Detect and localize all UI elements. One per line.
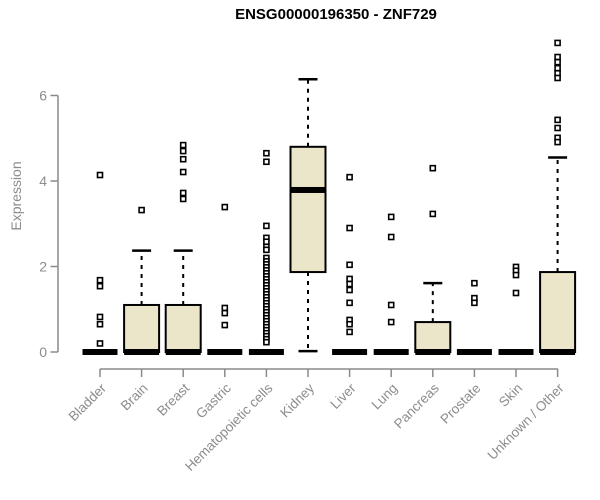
y-tick-label: 4 <box>39 173 47 189</box>
median-line <box>456 349 492 355</box>
x-tick-label: Breast <box>154 380 192 418</box>
outlier-point <box>387 213 395 221</box>
box-prostate <box>456 279 492 355</box>
outlier-point <box>346 280 353 288</box>
median-line <box>124 349 160 355</box>
x-tick-label: Liver <box>327 380 359 412</box>
outlier-point <box>346 275 353 283</box>
box-hematopoietic-cells <box>248 149 284 355</box>
box-brain <box>123 206 161 355</box>
outlier-point <box>554 39 561 47</box>
outlier-point <box>471 299 478 307</box>
outlier-point <box>346 328 353 336</box>
outlier-point <box>387 233 395 241</box>
outlier-point <box>96 340 104 347</box>
outlier-point <box>221 321 229 329</box>
median-line <box>82 349 118 355</box>
outlier-point <box>346 299 353 307</box>
y-axis: 0 2 4 6 <box>39 88 59 360</box>
box-kidney <box>289 78 327 353</box>
x-tick-label: Gastric <box>193 380 234 421</box>
outlier-point <box>221 203 229 211</box>
outlier-point <box>221 309 229 317</box>
outlier-point <box>96 313 104 321</box>
outlier-point <box>471 279 478 287</box>
outlier-point <box>263 222 270 230</box>
median-line <box>165 349 201 355</box>
x-tick-label: Skin <box>496 381 525 410</box>
iqr-box <box>289 145 327 274</box>
outlier-point <box>138 206 145 214</box>
iqr-box <box>539 271 577 353</box>
outlier-point <box>554 116 561 124</box>
median-line <box>415 349 451 355</box>
median-line <box>373 349 409 355</box>
outlier-point <box>429 164 437 172</box>
box-gastric <box>207 203 243 355</box>
outlier-point <box>96 171 104 179</box>
x-tick-label: Pancreas <box>391 380 442 431</box>
outlier-point <box>387 318 395 326</box>
x-tick-label: Unknown / Other <box>484 380 567 463</box>
box-unknown-other <box>539 39 577 355</box>
outlier-point <box>179 195 187 203</box>
iqr-box <box>123 303 161 354</box>
outlier-point <box>179 189 187 197</box>
outlier-point <box>263 149 270 157</box>
y-tick-label: 2 <box>39 259 47 275</box>
outlier-point <box>346 224 353 232</box>
outlier-point <box>96 276 104 284</box>
box-skin <box>498 263 534 355</box>
outlier-point <box>263 158 270 166</box>
outlier-point <box>96 282 104 290</box>
outlier-point <box>263 238 270 246</box>
median-line <box>498 349 534 355</box>
outlier-point <box>429 210 437 218</box>
outlier-point <box>179 155 187 163</box>
outlier-point <box>554 74 561 82</box>
box-liver <box>332 173 368 355</box>
box-breast <box>164 141 202 355</box>
iqr-box <box>414 321 452 354</box>
outlier-point <box>96 320 104 328</box>
box-bladder <box>82 171 118 355</box>
median-line <box>540 349 576 355</box>
outlier-point <box>221 304 229 312</box>
outlier-point <box>554 64 561 72</box>
x-tick-label: Prostate <box>437 381 483 427</box>
iqr-box <box>164 303 202 354</box>
x-tick-label: Brain <box>118 381 151 414</box>
outlier-point <box>554 58 561 66</box>
outlier-point <box>179 168 187 176</box>
x-tick-label: Kidney <box>277 380 317 420</box>
outlier-point <box>346 261 353 269</box>
outlier-point <box>554 124 561 132</box>
outlier-point <box>387 301 395 309</box>
median-line <box>248 349 284 355</box>
y-tick-label: 0 <box>39 344 47 360</box>
median-line <box>290 186 326 193</box>
outlier-point <box>263 338 270 346</box>
outlier-point <box>346 286 353 294</box>
x-tick-label: Lung <box>368 381 400 413</box>
median-line <box>332 349 368 355</box>
outlier-point <box>346 173 353 181</box>
chart-title: ENSG00000196350 - ZNF729 <box>235 6 437 23</box>
outlier-point <box>346 320 353 328</box>
x-tick-label: Bladder <box>66 380 110 424</box>
outlier-point <box>263 246 270 254</box>
outlier-point <box>179 147 187 155</box>
outlier-point <box>554 138 561 146</box>
median-line <box>207 349 243 355</box>
outlier-point <box>512 289 520 297</box>
outlier-point <box>179 141 187 149</box>
outlier-point <box>554 53 561 61</box>
box-lung <box>373 213 409 355</box>
box-pancreas <box>414 164 452 355</box>
outlier-point <box>512 271 520 279</box>
y-tick-label: 6 <box>39 88 47 104</box>
